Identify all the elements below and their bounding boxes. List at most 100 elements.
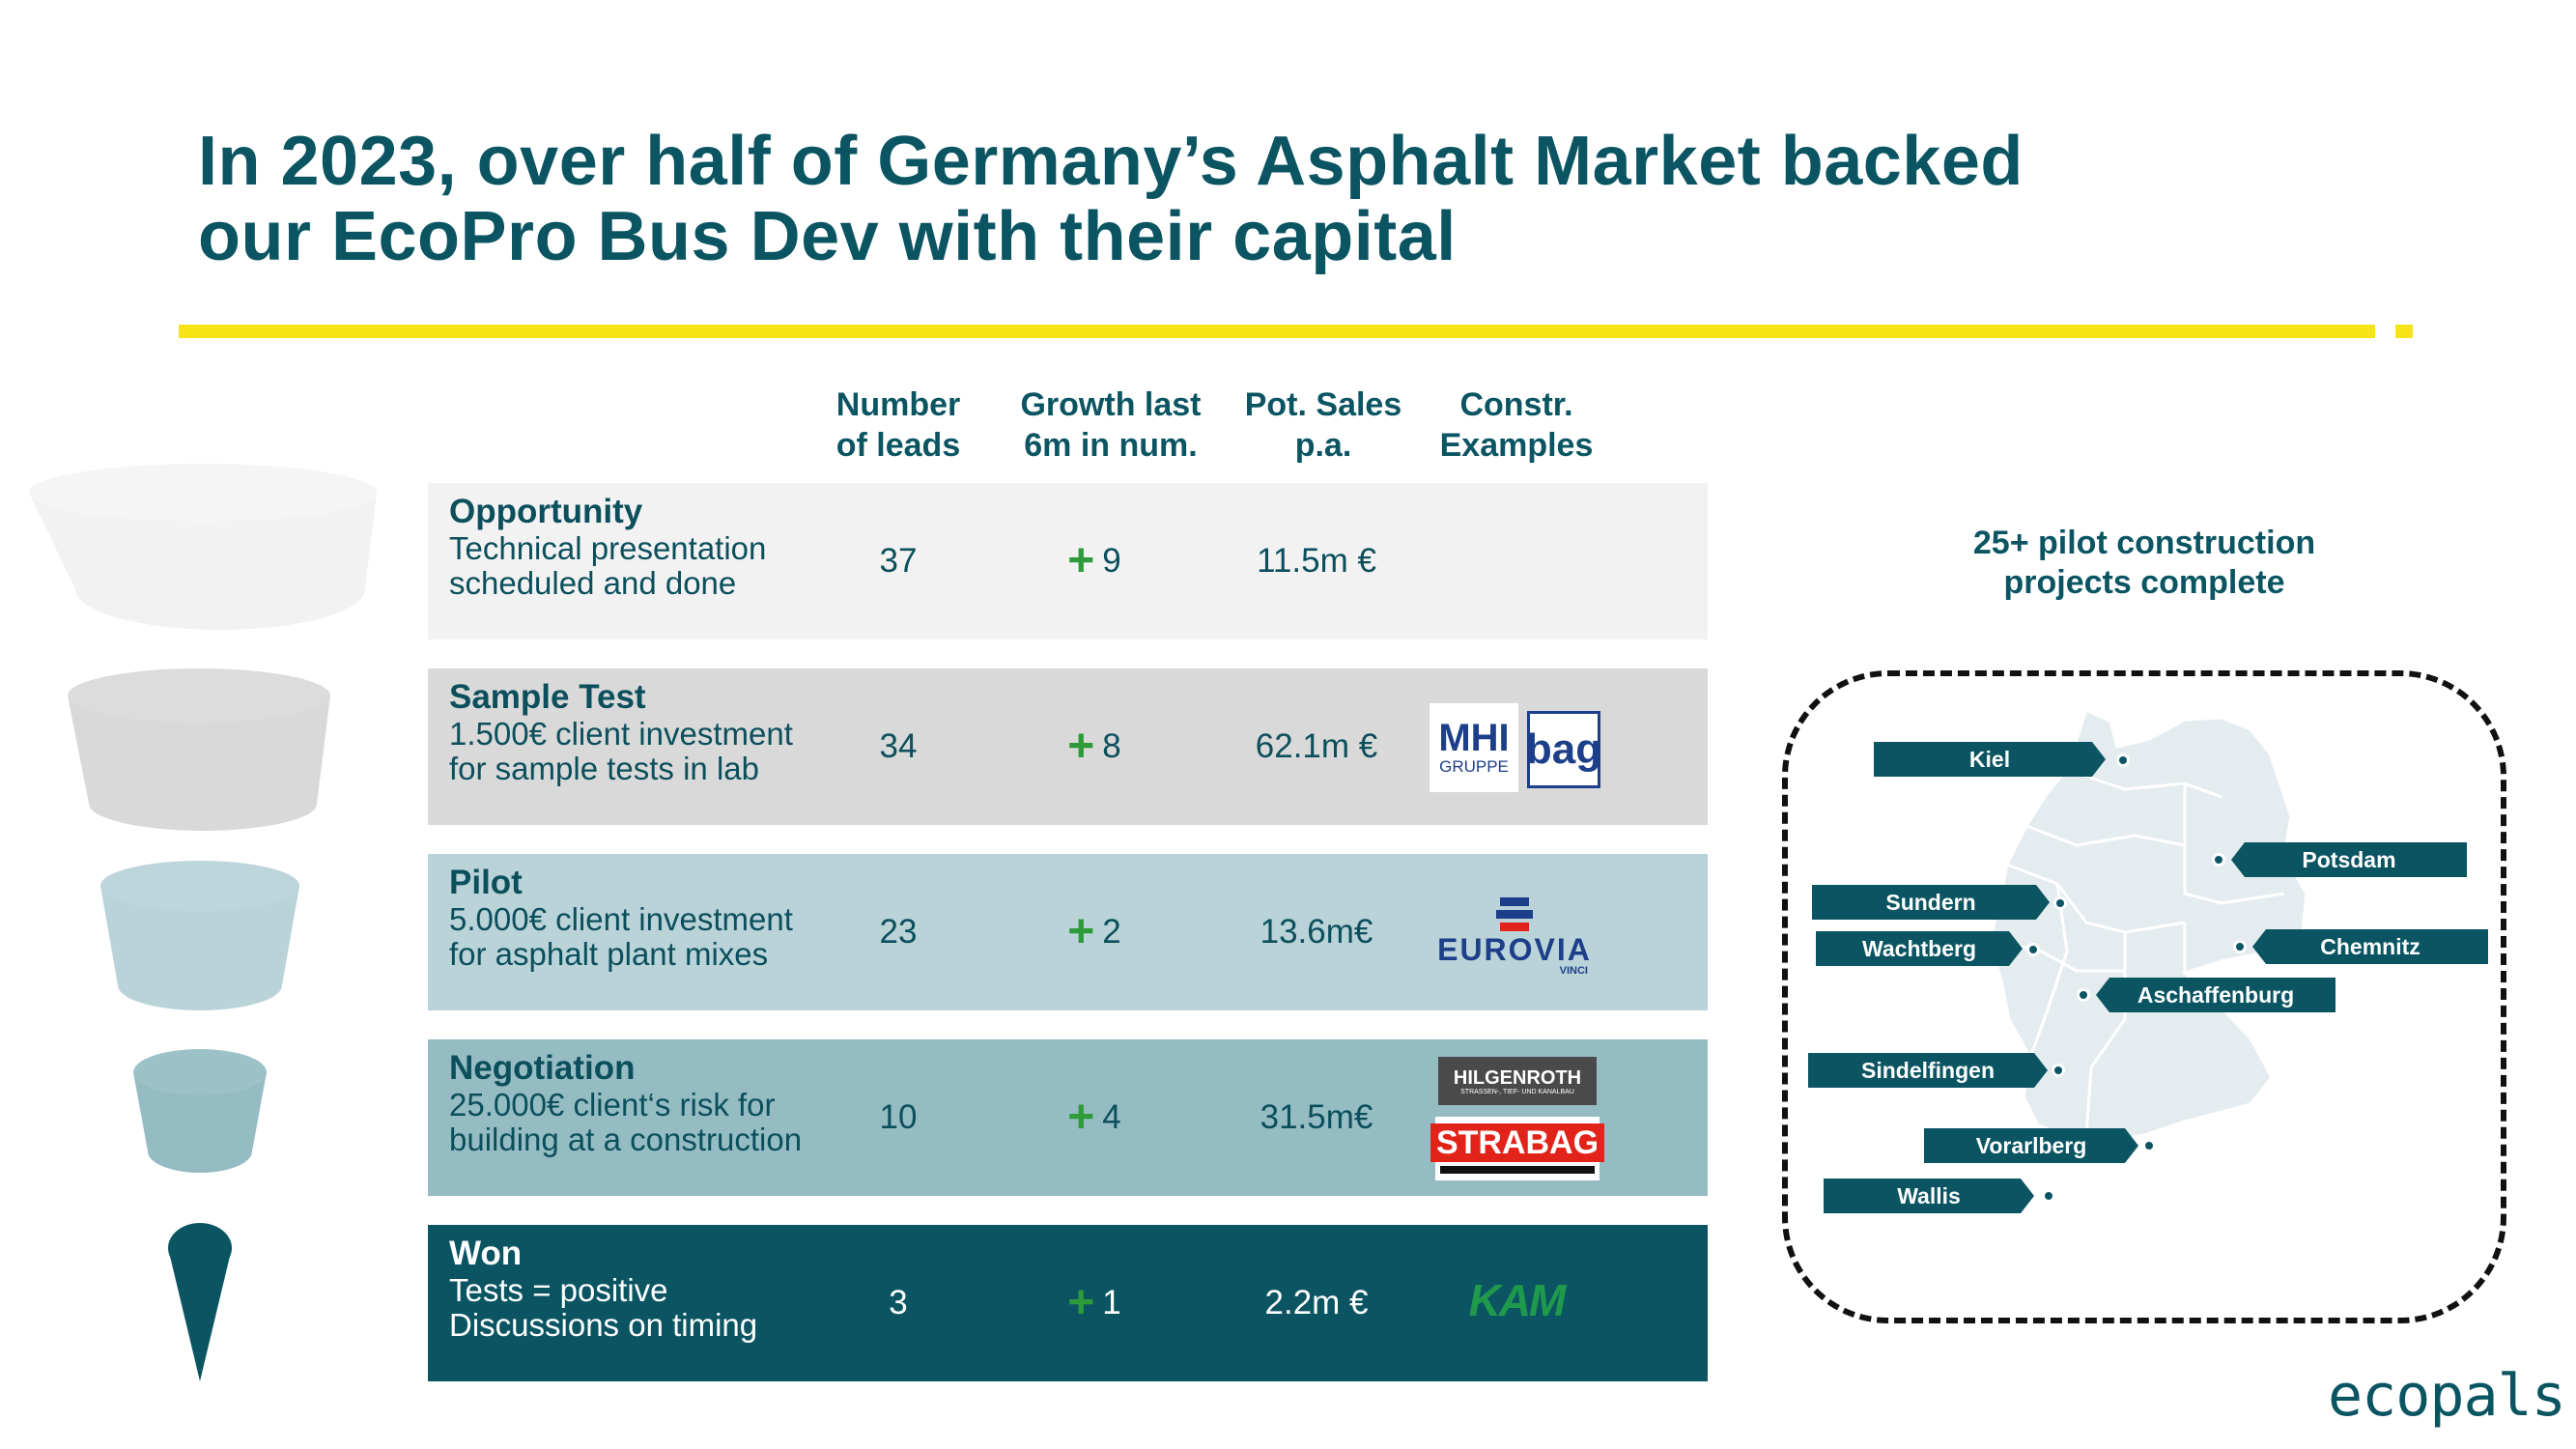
header-growth-line2: 6m in num. <box>1024 427 1198 464</box>
city-label-potsdam: Potsdam <box>2231 842 2467 877</box>
growth-value: 4 <box>1102 1098 1121 1136</box>
header-leads-line2: of leads <box>835 427 961 464</box>
growth-cell: +1 <box>1027 1225 1162 1381</box>
city-label-sindelfingen: Sindelfingen <box>1808 1053 2048 1088</box>
plus-icon: + <box>1067 906 1095 957</box>
eurovia-logo: EUROVIA VINCI <box>1428 893 1601 980</box>
map-title-line2: projects complete <box>2003 564 2285 601</box>
plus-icon: + <box>1067 1092 1095 1143</box>
leads-value: 37 <box>879 542 918 580</box>
stage-name: Opportunity <box>449 493 643 530</box>
city-label-chemnitz: Chemnitz <box>2252 929 2488 964</box>
table-row-negotiation: Negotiation 25.000€ client‘s risk for bu… <box>428 1039 1708 1196</box>
city-pin-chemnitz <box>2233 940 2247 953</box>
header-examples-line2: Examples <box>1439 427 1594 464</box>
table-row-sample-test: Sample Test 1.500€ client investment for… <box>428 668 1708 825</box>
leads-value: 3 <box>889 1284 908 1321</box>
sales-funnel <box>29 464 377 1381</box>
table-row-opportunity: Opportunity Technical presentation sched… <box>428 483 1708 639</box>
growth-cell: +8 <box>1027 668 1162 825</box>
growth-value: 8 <box>1102 727 1121 765</box>
bag-logo: bag <box>1525 711 1602 788</box>
stage-name: Pilot <box>449 864 523 901</box>
map-title-line1: 25+ pilot construction <box>1972 525 2316 561</box>
strabag-logo: STRABAG <box>1430 1117 1605 1180</box>
ecopals-logo: ecopals <box>2328 1362 2566 1430</box>
bag-logo-text: bag <box>1525 725 1602 773</box>
header-leads: Number of leads <box>802 384 995 466</box>
city-pin-aschaffenburg <box>2077 988 2090 1002</box>
title-line-2: our EcoPro Bus Dev with their capital <box>198 198 1457 275</box>
stage-desc-1: Tests = positive <box>449 1272 668 1308</box>
funnel-stage-opportunity <box>29 464 377 630</box>
city-pin-sundern <box>2053 896 2067 910</box>
city-label-kiel: Kiel <box>1874 742 2106 777</box>
stage-desc-2: Discussions on timing <box>449 1307 758 1343</box>
title-underline <box>179 325 2375 338</box>
mhi-gruppe-logo: MHI GRUPPE <box>1430 703 1518 792</box>
header-sales: Pot. Sales p.a. <box>1227 384 1420 466</box>
stage-desc-1: Technical presentation <box>449 530 767 566</box>
header-growth: Growth last 6m in num. <box>1005 384 1217 466</box>
sales-value: 2.2m € <box>1264 1284 1369 1321</box>
eurovia-logo-text: EUROVIA <box>1437 932 1592 967</box>
funnel-stage-pilot <box>100 861 299 1010</box>
header-growth-line1: Growth last <box>1020 386 1202 423</box>
stage-desc-2: scheduled and done <box>449 565 737 601</box>
stage-desc-1: 25.000€ client‘s risk for <box>449 1087 776 1122</box>
sales-value: 11.5m € <box>1257 542 1376 580</box>
growth-cell: +9 <box>1027 483 1162 639</box>
city-pin-vorarlberg <box>2142 1139 2156 1152</box>
hilgenroth-logo: HILGENROTH STRASSEN-, TIEF- UND KANALBAU <box>1438 1057 1597 1105</box>
city-label-aschaffenburg: Aschaffenburg <box>2096 978 2335 1012</box>
map-title: 25+ pilot construction projects complete <box>1893 524 2395 603</box>
leads-value: 34 <box>879 727 918 765</box>
funnel-stage-sample-test <box>68 668 330 831</box>
stage-desc-2: for asphalt plant mixes <box>449 936 769 972</box>
table-row-pilot: Pilot 5.000€ client investment for aspha… <box>428 854 1708 1010</box>
city-pin-potsdam <box>2212 853 2225 867</box>
growth-value: 9 <box>1102 542 1121 580</box>
hilgenroth-logo-text: HILGENROTH <box>1453 1066 1582 1089</box>
header-examples: Constr. Examples <box>1420 384 1613 466</box>
strabag-logo-text: STRABAG <box>1430 1123 1605 1162</box>
state-borders <box>1989 768 2285 1136</box>
header-sales-line2: p.a. <box>1294 427 1352 464</box>
funnel-stage-negotiation <box>133 1049 267 1173</box>
growth-value: 2 <box>1102 913 1121 951</box>
city-pin-kiel <box>2116 753 2130 767</box>
stage-desc-2: for sample tests in lab <box>449 751 759 786</box>
city-pin-wallis <box>2042 1189 2055 1203</box>
mhi-logo-sub: GRUPPE <box>1439 757 1509 776</box>
city-label-vorarlberg: Vorarlberg <box>1924 1128 2138 1163</box>
eurovia-emblem-icon <box>1496 897 1533 931</box>
sales-value: 13.6m€ <box>1260 913 1373 951</box>
sales-value: 62.1m € <box>1255 727 1378 765</box>
mhi-logo-text: MHI <box>1438 717 1510 759</box>
stage-name: Negotiation <box>449 1049 636 1087</box>
city-pin-wachtberg <box>2026 943 2040 956</box>
title-underline-end <box>2395 325 2413 338</box>
header-sales-line1: Pot. Sales <box>1244 386 1402 423</box>
leads-value: 23 <box>879 913 918 951</box>
title-line-1: In 2023, over half of Germany’s Asphalt … <box>198 123 2024 200</box>
sales-value: 31.5m€ <box>1260 1098 1373 1136</box>
stage-desc-2: building at a construction <box>449 1122 803 1157</box>
funnel-stage-won <box>168 1223 232 1381</box>
header-examples-line1: Constr. <box>1459 386 1573 423</box>
growth-value: 1 <box>1102 1284 1121 1321</box>
city-pin-sindelfingen <box>2052 1064 2065 1077</box>
city-label-wachtberg: Wachtberg <box>1816 931 2023 966</box>
plus-icon: + <box>1067 721 1095 772</box>
strabag-logo-bar <box>1440 1166 1595 1174</box>
stage-desc-1: 1.500€ client investment <box>449 716 793 752</box>
map-frame <box>1782 670 2506 1323</box>
growth-cell: +4 <box>1027 1039 1162 1196</box>
growth-cell: +2 <box>1027 854 1162 1010</box>
stage-desc-1: 5.000€ client investment <box>449 901 793 937</box>
plus-icon: + <box>1067 535 1095 586</box>
kam-logo-text: KAM <box>1468 1275 1567 1325</box>
stage-name: Sample Test <box>449 678 646 716</box>
page-title: In 2023, over half of Germany’s Asphalt … <box>198 124 2420 274</box>
kam-logo: KAM <box>1454 1273 1579 1327</box>
